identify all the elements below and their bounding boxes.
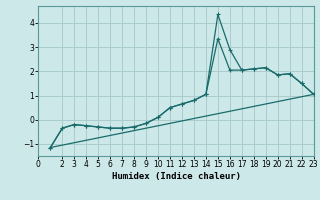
X-axis label: Humidex (Indice chaleur): Humidex (Indice chaleur) [111,172,241,181]
